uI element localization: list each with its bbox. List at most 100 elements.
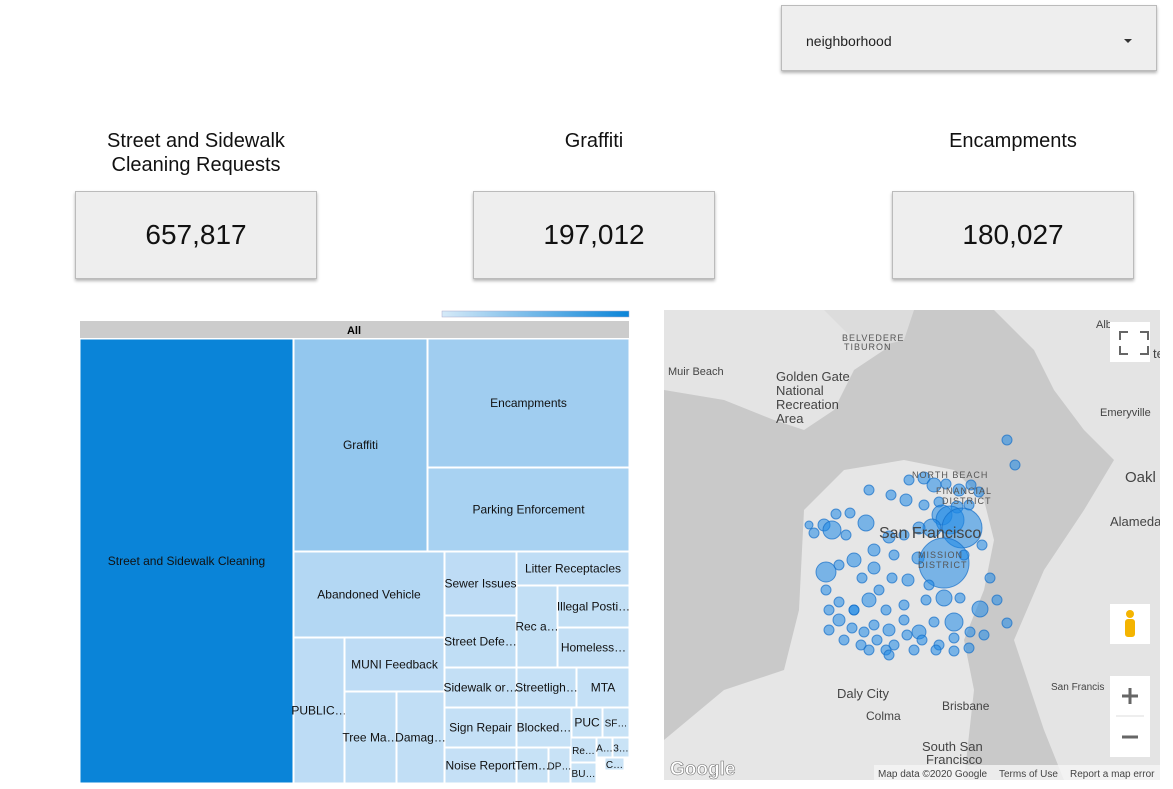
bubble [944, 612, 964, 632]
bubble [880, 604, 892, 616]
bubble [867, 543, 881, 557]
bubble [882, 530, 896, 544]
bubble [918, 537, 970, 589]
bubble [871, 634, 883, 646]
treemap-label: SF… [605, 719, 628, 730]
bubble [858, 626, 870, 638]
bubble [804, 520, 814, 530]
treemap-cell [557, 585, 630, 628]
treemap-cell [444, 747, 517, 784]
bubble [901, 629, 913, 641]
bubble [844, 507, 856, 519]
map-label: Daly City [837, 686, 890, 701]
treemap-cell [571, 707, 603, 738]
treemap-cell [344, 637, 445, 692]
treemap-label: Streetligh… [515, 681, 578, 695]
map-label: Area [776, 411, 804, 426]
treemap-root: All [347, 325, 361, 337]
bubble [885, 489, 897, 501]
treemap-label: BU… [572, 769, 596, 780]
treemap-cell [612, 737, 630, 758]
treemap-label: Graffiti [343, 438, 378, 452]
bubble [978, 629, 990, 641]
treemap-label: Illegal Posti… [557, 600, 630, 614]
treemap-label: 3… [613, 744, 629, 755]
treemap-header [80, 321, 629, 338]
terms-link[interactable]: Terms of Use [999, 769, 1058, 780]
map-data: Map data ©2020 Google [878, 769, 988, 780]
bubble [823, 604, 835, 616]
treemap-cell [396, 691, 445, 784]
treemap-cell [516, 747, 549, 784]
map-label: Brisbane [942, 699, 990, 713]
treemap-cell [79, 338, 294, 784]
bubble [903, 474, 915, 486]
bubble [935, 589, 953, 607]
map-label: Alb [1096, 319, 1112, 331]
bubble [840, 529, 852, 541]
land [824, 310, 914, 350]
treemap-label: Re… [572, 746, 595, 757]
treemap-cell [548, 747, 571, 784]
land [994, 310, 1160, 780]
bubble [984, 572, 996, 584]
treemap-cell [444, 667, 517, 708]
map-label: DISTRICT [918, 560, 968, 570]
bubble [863, 484, 875, 496]
treemap-cell [557, 627, 630, 668]
bubble [908, 644, 920, 656]
map-label: DISTRICT [942, 496, 992, 506]
bubble [973, 486, 985, 498]
bubble [1001, 434, 1013, 446]
bubble [1009, 459, 1021, 471]
report-link[interactable]: Report a map error [1070, 769, 1155, 780]
treemap-cell [293, 338, 428, 552]
attribution-bar [874, 765, 1160, 780]
dropdown-label: neighborhood [806, 33, 892, 49]
bubble [901, 573, 915, 587]
treemap-cell [570, 762, 597, 784]
color-scale [441, 310, 630, 318]
map-label: NORTH BEACH [912, 470, 988, 480]
bubble [898, 599, 910, 611]
pegman-icon [1126, 610, 1134, 618]
bubble [940, 478, 952, 490]
bubble [886, 572, 898, 584]
scorecard-title: Encampments [949, 130, 1077, 152]
treemap-cell [604, 757, 625, 771]
bubble [833, 596, 845, 608]
treemap-cell [427, 338, 630, 468]
dropdown[interactable]: neighborhood [781, 5, 1157, 71]
treemap-label: Encampments [490, 396, 567, 410]
bubble [832, 613, 846, 627]
bubble [918, 499, 930, 511]
fullscreen-button[interactable] [1110, 322, 1150, 362]
treemap-cell [602, 707, 630, 738]
map-label: National [776, 383, 824, 398]
bubble [838, 634, 850, 646]
google-logo: Google [670, 759, 735, 780]
treemap-label: Parking Enforcement [472, 503, 585, 517]
zoom-in[interactable] [1122, 688, 1138, 704]
bubble [833, 559, 845, 571]
map-label: MISSION [918, 550, 963, 560]
bubble [912, 521, 926, 535]
treemap-label: Street and Sidewalk Cleaning [108, 554, 265, 568]
bubble [823, 624, 835, 636]
map-label: Francisco [926, 752, 982, 767]
scorecard: 657,817 [75, 191, 317, 279]
treemap-label: Damag… [395, 731, 446, 745]
bubble [952, 483, 966, 497]
map-label: San Francisco [879, 525, 981, 542]
treemap-label: Street Defe… [444, 635, 517, 649]
bubble [963, 642, 975, 654]
map-label: South San [922, 739, 983, 754]
scorecard-title: Street and Sidewalk Cleaning Requests [107, 130, 285, 176]
treemap-cell [596, 737, 613, 758]
bubble [948, 645, 960, 657]
map-label: Emeryville [1100, 407, 1151, 419]
treemap-cell [444, 615, 517, 668]
scorecard: 180,027 [892, 191, 1134, 279]
